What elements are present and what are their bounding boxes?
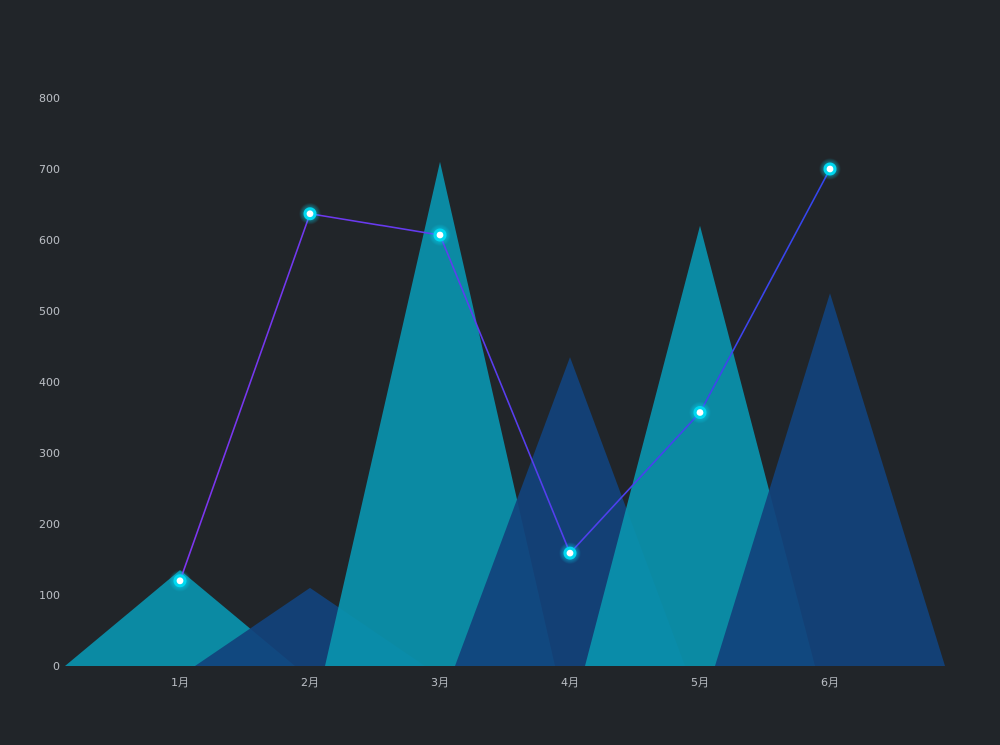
x-tick-label: 2月	[301, 676, 319, 689]
x-tick-label: 4月	[561, 676, 579, 689]
y-tick-label: 600	[39, 234, 60, 247]
y-tick-label: 200	[39, 518, 60, 531]
y-tick-label: 300	[39, 447, 60, 460]
y-axis: 0 100 200 300 400 500 600 700 800	[39, 92, 60, 673]
line-markers	[169, 158, 841, 592]
x-axis: 1月 2月 3月 4月 5月 6月	[171, 676, 839, 689]
y-tick-label: 700	[39, 163, 60, 176]
line-series	[179, 168, 831, 582]
y-tick-label: 800	[39, 92, 60, 105]
bar-3	[325, 161, 555, 666]
line-point-1	[169, 569, 191, 592]
y-tick-label: 100	[39, 589, 60, 602]
line-point-5	[689, 401, 711, 424]
line-point-4	[559, 542, 581, 565]
line-point-3	[429, 224, 451, 247]
x-tick-label: 3月	[431, 676, 449, 689]
line-point-6	[819, 158, 841, 180]
x-tick-label: 5月	[691, 676, 709, 689]
bar-series	[65, 161, 945, 667]
y-tick-label: 400	[39, 376, 60, 389]
bar-6	[715, 293, 945, 666]
y-tick-label: 0	[53, 660, 60, 673]
line-point-2	[299, 202, 321, 225]
x-tick-label: 1月	[171, 676, 189, 689]
y-tick-label: 500	[39, 305, 60, 318]
x-tick-label: 6月	[821, 676, 839, 689]
